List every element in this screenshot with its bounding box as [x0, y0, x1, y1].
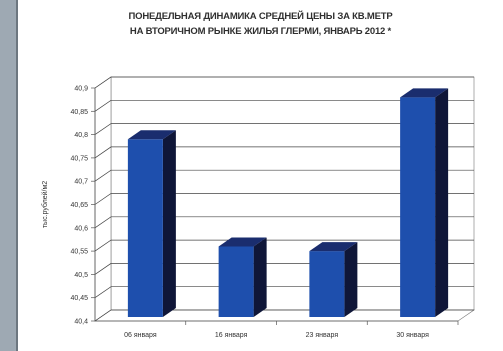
gridline — [94, 169, 474, 182]
y-tick-label: 40,8 — [74, 132, 88, 139]
y-tick-label: 40,4 — [74, 319, 88, 326]
y-tick-label: 40,85 — [70, 109, 88, 116]
bar — [400, 97, 436, 317]
bar-top — [400, 88, 449, 98]
y-tick-label: 40,6 — [74, 225, 88, 232]
y-tick-label: 40,55 — [70, 249, 88, 256]
bar-top — [218, 237, 267, 247]
gridline — [94, 146, 474, 159]
chart-card: ПОНЕДЕЛЬНАЯ ДИНАМИКА СРЕДНЕЙ ЦЕНЫ ЗА КВ.… — [18, 0, 503, 351]
bar-side — [162, 130, 176, 317]
bar-side — [435, 88, 449, 317]
y-tick-label: 40,9 — [74, 86, 88, 93]
bar — [218, 246, 254, 317]
chart-title-line-2: НА ВТОРИЧНОМ РЫНКЕ ЖИЛЬЯ ГЛЕРМИ, ЯНВАРЬ … — [129, 26, 392, 37]
bar-top — [309, 242, 358, 252]
bar — [127, 139, 163, 317]
gridline — [94, 76, 474, 89]
x-tick-label: 30 января — [396, 332, 429, 339]
y-axis-label: тыс.рублей/м2 — [41, 181, 49, 228]
y-tick-label: 40,45 — [70, 295, 88, 302]
x-tick-label: 06 января — [124, 332, 157, 339]
x-tick-label: 16 января — [215, 332, 248, 339]
y-tick-label: 40,5 — [74, 272, 88, 279]
gridline — [94, 123, 474, 135]
y-tick-label: 40,65 — [70, 202, 88, 209]
bar-side — [344, 242, 358, 317]
y-tick-label: 40,75 — [70, 155, 88, 162]
gridline — [94, 193, 474, 205]
gridline — [94, 99, 474, 112]
gridline — [94, 239, 474, 252]
left-page-edge — [16, 0, 18, 351]
bar-side — [253, 237, 267, 317]
y-tick-label: 40,7 — [74, 179, 88, 186]
bar-chart: 40,4 40,45 40,5 40,55 40,6 40,65 40,7 40,75 40,8… — [41, 76, 475, 339]
x-tick-label: 23 января — [306, 332, 339, 339]
left-page-strip — [0, 0, 16, 351]
gridline — [94, 216, 474, 229]
chart-title-line-1: ПОНЕДЕЛЬНАЯ ДИНАМИКА СРЕДНЕЙ ЦЕНЫ ЗА КВ.… — [128, 11, 393, 22]
bar — [309, 251, 345, 317]
bar-top — [127, 130, 176, 140]
